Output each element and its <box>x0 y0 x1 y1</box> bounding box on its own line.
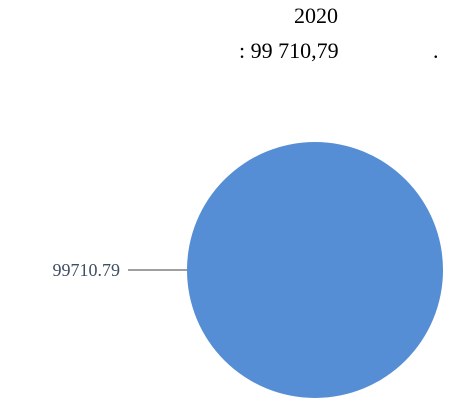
data-label-0: 99710.79 <box>53 260 121 280</box>
chart-title-trailing-dot: . <box>433 38 439 63</box>
pie-slice-0 <box>187 142 443 398</box>
chart-title-year: 2020 <box>294 3 338 28</box>
chart-title-total: : 99 710,79 <box>239 38 339 63</box>
